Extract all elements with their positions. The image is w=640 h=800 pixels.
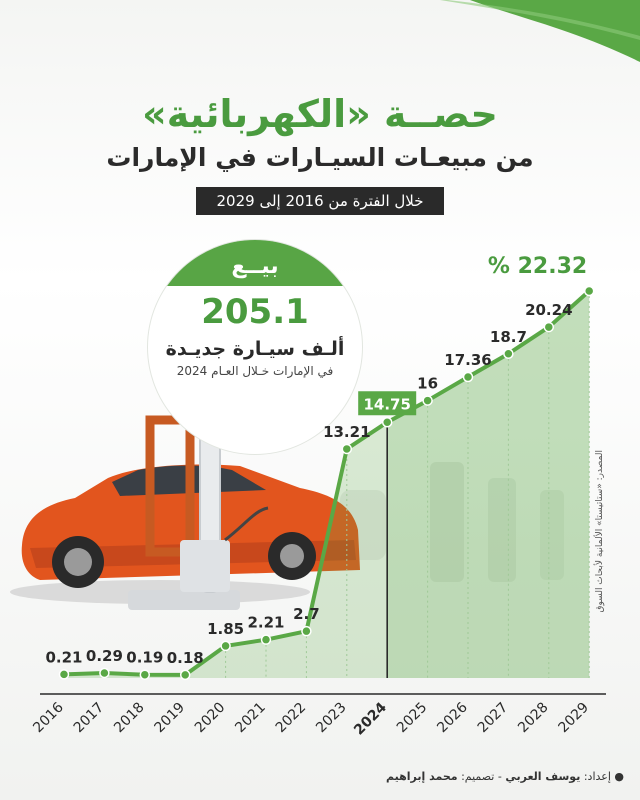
chart-value-label: 13.21 [323, 423, 370, 441]
chart-value-label: 0.19 [126, 649, 163, 667]
chart-point [220, 640, 231, 652]
chart-x-tick-label: 2028 [515, 700, 552, 737]
chart-point [139, 669, 151, 680]
period-label: خلال الفترة من 2016 إلى 2029 [196, 187, 444, 215]
source-note: المصدر: «ستاتيستا» الألمانية لأبحاث السو… [595, 450, 605, 613]
chart-value-label: 0.18 [167, 649, 204, 667]
chart-x-tick-label: 2024 [351, 699, 390, 738]
chart-value-label: 20.24 [525, 301, 572, 319]
credits-designer: محمد إبراهيم [386, 770, 458, 783]
chart-x-tick-label: 2027 [475, 700, 512, 737]
sales-callout-value: 205.1 [201, 292, 309, 332]
chart-value-label: 17.36 [444, 351, 491, 369]
chart-value-label: 18.7 [490, 328, 527, 346]
chart-x-tick-label: 2019 [152, 700, 189, 737]
chart-point [583, 285, 595, 297]
chart-value-label: 1.85 [207, 620, 244, 638]
chart-value-label: 2.21 [247, 614, 284, 632]
chart-value-label: 16 [417, 375, 438, 393]
credits: ● إعداد: يوسف العربي - تصميم: محمد إبراه… [386, 770, 624, 783]
chart-x-tick-label: 2025 [394, 700, 431, 737]
chart-value-label: 0.21 [45, 648, 82, 666]
chart-x-tick-label: 2026 [434, 699, 471, 736]
chart-point [381, 417, 393, 428]
sales-callout-unit: ألـف سيـارة جديـدة [165, 338, 345, 360]
chart-x-tick-label: 2016 [30, 699, 67, 736]
chart-point [341, 443, 353, 455]
chart-x-tick-label: 2022 [273, 700, 310, 737]
chart-point [179, 669, 191, 681]
chart-point [422, 395, 433, 406]
sales-callout-label: بيــع [148, 240, 362, 286]
chart-point [99, 667, 110, 679]
chart-x-tick-label: 2023 [313, 700, 350, 737]
chart-point [301, 625, 312, 637]
credits-author: يوسف العربي [505, 770, 581, 783]
chart-series-line [63, 289, 591, 677]
chart-x-tick-label: 2017 [71, 700, 108, 737]
credits-separator: - تصميم: [461, 770, 502, 783]
chart-x-tick-label: 2021 [232, 700, 269, 737]
page-title: حصــة «الكهربائية» [142, 92, 498, 136]
chart-point [543, 321, 555, 333]
chart-point [58, 669, 70, 680]
chart-value-label: % 22.32 [488, 254, 587, 279]
chart-area [64, 291, 590, 678]
chart-value-label: 14.75 [363, 395, 410, 413]
credits-prefix: ● إعداد: [583, 770, 624, 783]
chart-point [462, 371, 474, 383]
chart-x-tick-label: 2018 [111, 700, 148, 737]
background-chargers [340, 462, 564, 582]
chart-x-tick-label: 2029 [556, 700, 593, 737]
chart-x-tick-label: 2020 [192, 700, 229, 737]
page-subtitle: من مبيعـات السيـارات في الإمارات [106, 143, 534, 172]
sales-callout-note: في الإمارات خـلال العـام 2024 [176, 364, 334, 378]
chart-point [260, 634, 272, 645]
sales-callout: بيــع 205.1 ألـف سيـارة جديـدة في الإمار… [148, 240, 362, 454]
chart-value-label: 2.7 [293, 605, 320, 623]
chart-point [503, 348, 514, 360]
chart-projection-area [387, 291, 590, 678]
chart-value-label: 0.29 [86, 647, 123, 665]
chart-highlight-label-box [358, 391, 417, 416]
